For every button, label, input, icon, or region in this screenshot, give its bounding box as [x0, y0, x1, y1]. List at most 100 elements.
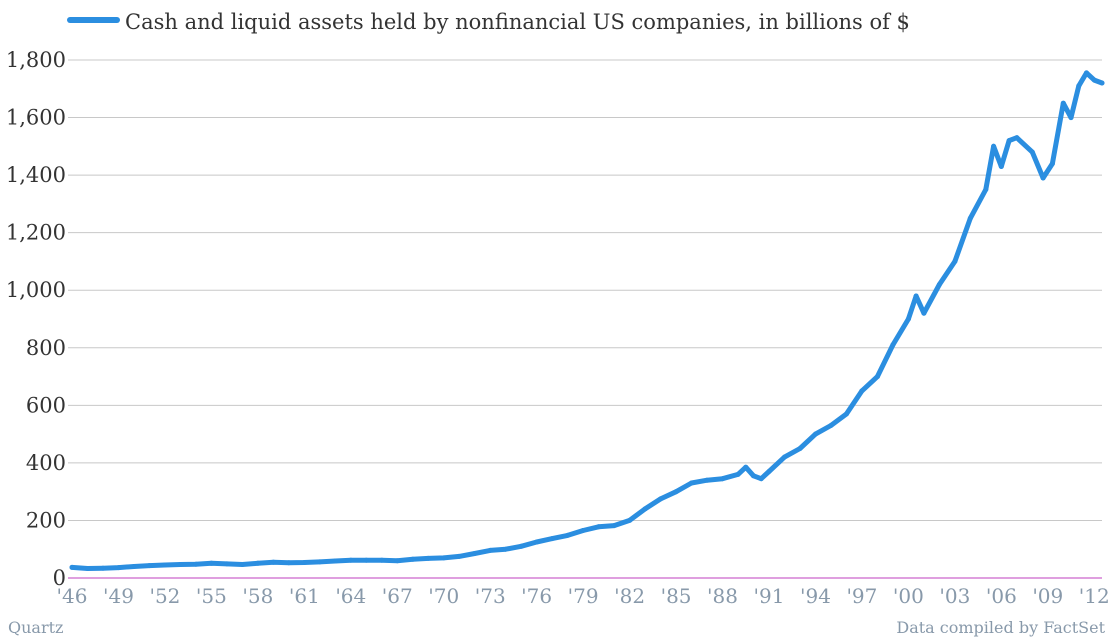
footer-source-right: Data compiled by FactSet	[896, 618, 1105, 637]
data-point	[797, 446, 803, 451]
y-tick-label: 200	[26, 508, 66, 532]
series-layer	[69, 70, 1105, 571]
data-point	[1099, 80, 1105, 86]
y-tick-label: 0	[53, 566, 66, 590]
data-point	[859, 388, 865, 394]
data-point	[952, 258, 958, 264]
x-tick-label: '03	[939, 584, 970, 608]
x-tick-label: '94	[800, 584, 831, 608]
data-point	[1091, 77, 1097, 83]
data-point	[758, 476, 764, 482]
y-tick-label: 800	[26, 336, 66, 360]
data-point	[410, 556, 416, 562]
data-point	[286, 560, 292, 566]
x-tick-label: '88	[707, 584, 738, 608]
data-point	[394, 558, 400, 564]
data-point	[131, 564, 137, 569]
data-point	[658, 496, 664, 502]
data-point	[177, 562, 183, 567]
y-tick-label: 400	[26, 451, 66, 475]
data-point	[1006, 138, 1012, 144]
data-point	[1029, 149, 1035, 155]
data-point	[518, 543, 524, 549]
x-tick-label: '61	[289, 584, 320, 608]
x-tick-label: '46	[57, 584, 88, 608]
data-point	[611, 523, 617, 529]
x-tick-label: '82	[614, 584, 645, 608]
data-point	[580, 528, 586, 533]
data-point	[487, 547, 493, 553]
x-tick-label: '55	[196, 584, 227, 608]
data-point	[913, 293, 919, 299]
data-point	[673, 489, 679, 495]
data-point	[425, 555, 431, 561]
data-point	[843, 411, 849, 417]
y-axis-ticks: 0 200 400 600 800 1,000 1,200 1,400 1,600 1,800	[6, 48, 66, 590]
data-point	[379, 557, 385, 563]
data-point	[301, 560, 307, 565]
x-tick-label: '49	[103, 584, 134, 608]
data-point	[596, 524, 602, 530]
data-point	[549, 536, 555, 542]
data-point	[100, 565, 106, 571]
data-point	[782, 454, 787, 460]
x-tick-label: '58	[242, 584, 273, 608]
x-axis-ticks: '46 '49 '52 '55 '58 '61 '64 '67 '70 '73 '76 '79 '82 '…	[57, 584, 1110, 608]
x-tick-label: '73	[475, 584, 506, 608]
data-point	[936, 282, 942, 287]
data-point	[503, 546, 509, 552]
x-tick-label: '64	[335, 584, 366, 608]
data-point	[317, 559, 323, 565]
legend: Cash and liquid assets held by nonfinanc…	[67, 10, 910, 34]
data-point	[162, 562, 168, 568]
x-tick-label: '00	[893, 584, 924, 608]
x-tick-label: '79	[568, 584, 599, 608]
x-tick-label: '09	[1032, 584, 1063, 608]
data-point	[116, 565, 121, 571]
data-point	[828, 423, 834, 428]
x-tick-label: '06	[986, 584, 1017, 608]
y-tick-label: 1,400	[6, 163, 66, 187]
data-point	[1068, 115, 1074, 121]
data-point	[704, 477, 710, 483]
x-tick-label: '97	[846, 584, 877, 608]
data-point	[766, 469, 772, 474]
y-tick-label: 1,600	[6, 106, 66, 130]
data-point	[983, 187, 989, 192]
x-tick-label: '52	[149, 584, 180, 608]
data-point	[874, 374, 880, 380]
footer-source-left: Quartz	[8, 618, 63, 637]
x-tick-label: '67	[382, 584, 413, 608]
x-tick-label: '76	[521, 584, 552, 608]
data-point	[735, 471, 741, 477]
data-point	[69, 564, 75, 570]
data-point	[270, 559, 276, 565]
data-point	[921, 310, 927, 316]
data-point	[332, 558, 338, 564]
y-tick-label: 1,200	[6, 221, 66, 245]
data-point	[967, 215, 973, 221]
data-point	[720, 476, 725, 482]
data-point	[1084, 70, 1089, 76]
data-point	[813, 431, 818, 437]
data-point	[905, 316, 911, 322]
data-point	[627, 517, 633, 523]
data-point	[85, 566, 90, 571]
data-point	[1014, 135, 1020, 141]
legend-label: Cash and liquid assets held by nonfinanc…	[125, 10, 910, 34]
data-point	[890, 342, 896, 348]
data-point	[456, 553, 462, 559]
data-point	[565, 532, 571, 538]
data-point	[441, 555, 447, 561]
x-tick-label: '70	[428, 584, 459, 608]
data-point	[348, 557, 354, 563]
data-point	[193, 561, 199, 567]
series-line	[69, 70, 1105, 571]
data-point	[689, 480, 694, 486]
data-point	[363, 557, 369, 563]
data-point	[998, 164, 1004, 169]
x-tick-label: '12	[1079, 584, 1110, 608]
data-point	[239, 562, 245, 567]
y-tick-label: 1,000	[6, 278, 66, 302]
